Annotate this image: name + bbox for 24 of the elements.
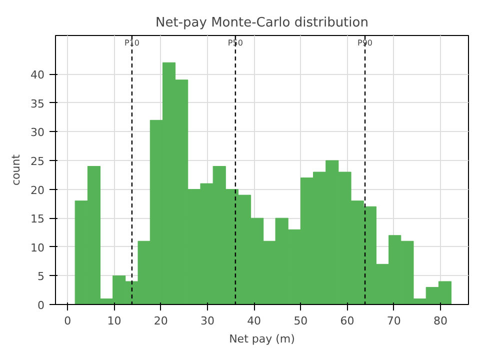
ref-line-label: P50 [228,38,243,48]
x-tick-label: 0 [64,314,72,328]
y-tick-label: 20 [30,184,45,197]
x-tick-label: 70 [386,314,401,328]
y-tick-label: 0 [38,299,44,312]
y-tick-label: 15 [30,212,45,226]
x-tick-label: 30 [200,314,214,328]
x-tick-label: 50 [294,314,308,328]
chart-title: Net-pay Monte-Carlo distribution [156,16,368,30]
y-tick-label: 30 [30,126,45,140]
y-tick-label: 40 [30,68,45,82]
x-tick-label: 20 [154,314,168,328]
x-tick-label: 10 [107,314,122,328]
x-tick-label: 80 [434,314,448,328]
x-axis-title: Net pay (m) [229,332,295,346]
ref-line-label: P90 [358,38,373,48]
y-tick-label: 25 [30,154,45,168]
x-tick-label: 40 [247,314,262,328]
ref-line-label: P10 [124,38,140,48]
y-tick-label: 35 [30,97,45,110]
x-tick-label: 60 [340,314,354,328]
y-axis-title: count [10,154,23,186]
y-tick-label: 5 [38,270,44,284]
y-tick-label: 10 [30,241,45,254]
